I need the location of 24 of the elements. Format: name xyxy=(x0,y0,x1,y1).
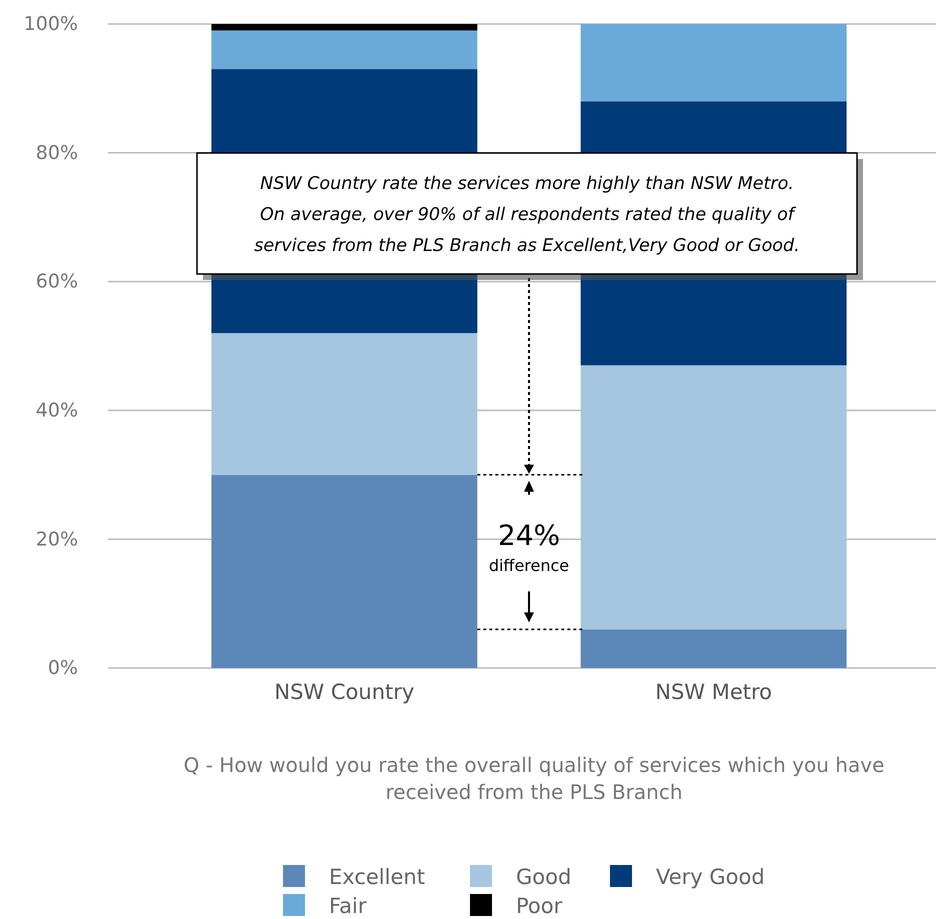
legend-label: Good xyxy=(516,865,572,889)
x-tick-label: NSW Metro xyxy=(655,680,772,704)
bar xyxy=(580,24,847,102)
annotation: NSW Country rate the services more highly than NSW Metro. On average, over 90% of all respondents rated the quality of services from the PLS Branch as Excellent,Very Good or Good. xyxy=(254,174,800,256)
bar xyxy=(211,30,478,70)
x-tick-label: NSW Country xyxy=(274,680,414,704)
legend-label: Excellent xyxy=(329,865,425,889)
legend-label: Fair xyxy=(329,894,367,918)
annotation: 24% xyxy=(498,519,560,552)
bar xyxy=(580,629,847,668)
x-axis-title: Q - How would you rate the overall quality of services which you have received from the PLS Branch xyxy=(184,753,884,804)
legend-label: Very Good xyxy=(656,865,765,889)
y-tick-label: 20% xyxy=(36,528,78,550)
y-tick-label: 60% xyxy=(36,270,78,293)
bar xyxy=(211,474,478,668)
legend-label: Poor xyxy=(516,894,563,918)
y-tick-label: 80% xyxy=(36,142,78,164)
bar xyxy=(211,333,478,475)
annotation: difference xyxy=(488,556,570,576)
y-tick-label: 0% xyxy=(48,657,78,680)
bar xyxy=(580,365,847,630)
y-tick-label: 100% xyxy=(24,13,78,36)
bar xyxy=(211,24,478,30)
y-tick-label: 40% xyxy=(36,399,78,422)
